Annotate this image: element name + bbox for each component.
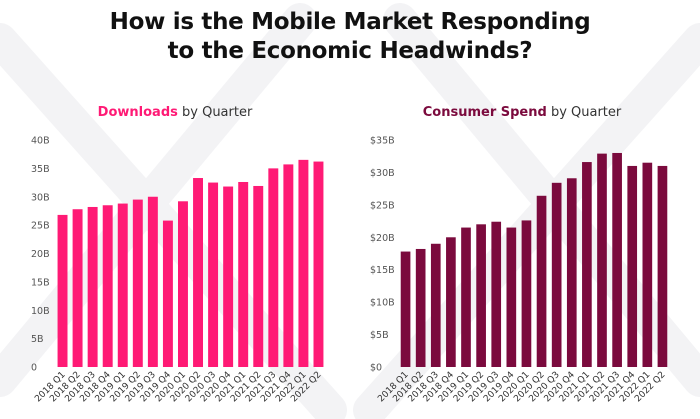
consumer-spend-bar <box>657 165 668 367</box>
page-title-line-2: to the Economic Headwinds? <box>167 38 533 64</box>
downloads-bar <box>132 199 143 367</box>
downloads-y-tick-label: 5B <box>31 334 44 345</box>
consumer-spend-bar <box>415 248 426 367</box>
consumer-spend-bar <box>612 152 622 367</box>
downloads-bar <box>193 178 203 367</box>
consumer-spend-bar <box>597 153 607 367</box>
downloads-bar <box>162 220 173 367</box>
downloads-bar <box>178 201 188 367</box>
downloads-bar <box>147 196 158 367</box>
consumer-spend-y-tick-label: $10B <box>370 298 395 309</box>
page-title: How is the Mobile Market Responding to t… <box>0 8 700 66</box>
downloads-bar <box>313 161 324 367</box>
downloads-y-tick-label: 25B <box>31 221 50 232</box>
downloads-bar <box>102 205 113 367</box>
downloads-bar <box>283 164 294 367</box>
downloads-chart-title: Downloads by Quarter <box>98 105 253 120</box>
consumer-spend-y-tick-label: $30B <box>370 168 395 179</box>
downloads-y-tick-label: 10B <box>31 306 50 317</box>
downloads-y-tick-label: 15B <box>31 277 50 288</box>
downloads-chart: Downloads by Quarter 0 5B 10B 15B 20B 25B 30B 35… <box>31 105 324 404</box>
downloads-bar <box>268 168 279 368</box>
consumer-spend-bar <box>476 224 486 367</box>
downloads-bar <box>57 214 68 367</box>
consumer-spend-bar <box>566 178 577 367</box>
downloads-y-tick-label: 40B <box>31 136 50 147</box>
downloads-bar <box>117 203 128 367</box>
consumer-spend-bar <box>627 165 638 367</box>
consumer-spend-bar <box>536 195 547 367</box>
consumer-spend-chart-title: Consumer Spend by Quarter <box>423 105 622 120</box>
consumer-spend-y-tick-label: $15B <box>370 265 395 276</box>
consumer-spend-y-tick-label: $5B <box>370 330 389 341</box>
consumer-spend-bar <box>446 237 456 367</box>
downloads-bar <box>238 181 249 367</box>
downloads-bar <box>253 185 264 367</box>
consumer-spend-y-tick-label: $0 <box>370 363 382 374</box>
page-title-line-1: How is the Mobile Market Responding <box>109 9 591 35</box>
consumer-spend-chart: Consumer Spend by Quarter $0 $5B $10B $15B $2… <box>370 105 668 404</box>
consumer-spend-bar <box>400 251 411 367</box>
consumer-spend-bar <box>582 162 592 367</box>
consumer-spend-bar <box>461 227 471 367</box>
downloads-y-tick-label: 0 <box>31 363 37 374</box>
consumer-spend-y-tick-label: $25B <box>370 200 395 211</box>
downloads-bar <box>298 159 309 367</box>
consumer-spend-bar <box>506 227 517 367</box>
downloads-bar <box>72 209 83 367</box>
consumer-spend-y-tick-label: $20B <box>370 233 395 244</box>
downloads-bar <box>223 186 234 367</box>
consumer-spend-y-tick-label: $35B <box>370 136 395 147</box>
consumer-spend-bar <box>642 162 653 367</box>
consumer-spend-bar <box>521 220 532 367</box>
consumer-spend-bar <box>491 221 502 367</box>
consumer-spend-bar <box>551 182 562 367</box>
downloads-y-tick-label: 20B <box>31 249 50 260</box>
consumer-spend-bar <box>430 243 441 367</box>
downloads-y-tick-label: 35B <box>31 164 50 175</box>
downloads-bar <box>208 182 219 367</box>
downloads-bar <box>87 206 98 367</box>
downloads-y-tick-label: 30B <box>31 192 50 203</box>
